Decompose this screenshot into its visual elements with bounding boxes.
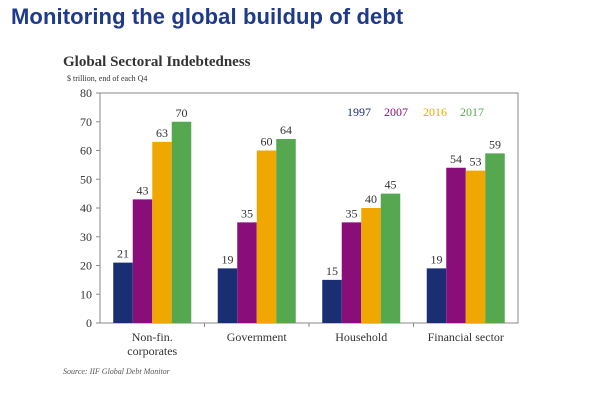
data-label: 35 xyxy=(346,206,358,220)
data-label: 54 xyxy=(450,152,462,166)
y-tick-label: 0 xyxy=(86,316,92,330)
bar-2007 xyxy=(132,199,153,323)
data-label: 15 xyxy=(326,264,338,278)
bar-2016 xyxy=(256,150,277,323)
data-label: 70 xyxy=(176,106,188,120)
data-label: 60 xyxy=(261,135,273,149)
bar-2016 xyxy=(152,141,172,323)
y-tick-label: 70 xyxy=(80,115,92,129)
y-tick-label: 60 xyxy=(80,144,92,158)
data-label: 19 xyxy=(222,252,234,266)
bar-2017 xyxy=(485,153,505,323)
bar-2017 xyxy=(380,193,401,323)
legend: 1997 2007 2016 2017 xyxy=(347,105,484,119)
y-tick-label: 30 xyxy=(80,230,92,244)
chart-title: Global Sectoral Indebtedness xyxy=(63,54,251,70)
bar-2007 xyxy=(237,222,257,323)
data-label: 43 xyxy=(137,183,149,197)
x-category-label: Non-fin. corporates xyxy=(127,330,177,358)
data-label: 19 xyxy=(431,252,443,266)
bar-2017 xyxy=(171,121,192,323)
y-tick-label: 20 xyxy=(80,259,92,273)
data-label: 59 xyxy=(489,137,501,151)
chart-subtitle: $ trillion, end of each Q4 xyxy=(67,74,148,83)
legend-item-2017: 2017 xyxy=(460,105,484,119)
bar-2016 xyxy=(361,208,381,323)
bar-2007 xyxy=(446,167,466,323)
data-label: 53 xyxy=(470,155,482,169)
labels-layer: 21 43 63 70 Non-fin. corporates 19 35 60 64 Govern… xyxy=(117,106,504,358)
x-category-label: Financial sector xyxy=(428,330,504,344)
bar-2007 xyxy=(341,222,362,323)
axes-layer: 0 10 20 30 40 50 60 70 80 xyxy=(80,86,519,330)
data-label: 40 xyxy=(365,192,377,206)
data-label: 45 xyxy=(385,178,397,192)
y-tick-label: 50 xyxy=(80,172,92,186)
bars-layer xyxy=(113,121,505,323)
y-tick-label: 80 xyxy=(80,86,92,100)
legend-item-2016: 2016 xyxy=(423,105,447,119)
x-category-label: Government xyxy=(227,330,288,344)
data-label: 35 xyxy=(241,206,253,220)
bar-2016 xyxy=(465,170,486,323)
bar-1997 xyxy=(113,262,133,323)
slide-title: Monitoring the global buildup of debt xyxy=(11,4,404,29)
y-tick-label: 40 xyxy=(80,201,92,215)
x-category-label: Household xyxy=(335,330,387,344)
bar-2017 xyxy=(276,139,296,323)
legend-item-1997: 1997 xyxy=(347,105,371,119)
data-label: 64 xyxy=(280,123,292,137)
bar-1997 xyxy=(217,268,238,323)
bar-1997 xyxy=(426,268,447,323)
data-label: 63 xyxy=(156,126,168,140)
legend-item-2007: 2007 xyxy=(384,105,408,119)
bar-1997 xyxy=(322,279,342,323)
y-tick-label: 10 xyxy=(80,287,92,301)
data-label: 21 xyxy=(117,247,129,261)
source-note: Source: IIF Global Debt Monitor xyxy=(63,367,170,376)
